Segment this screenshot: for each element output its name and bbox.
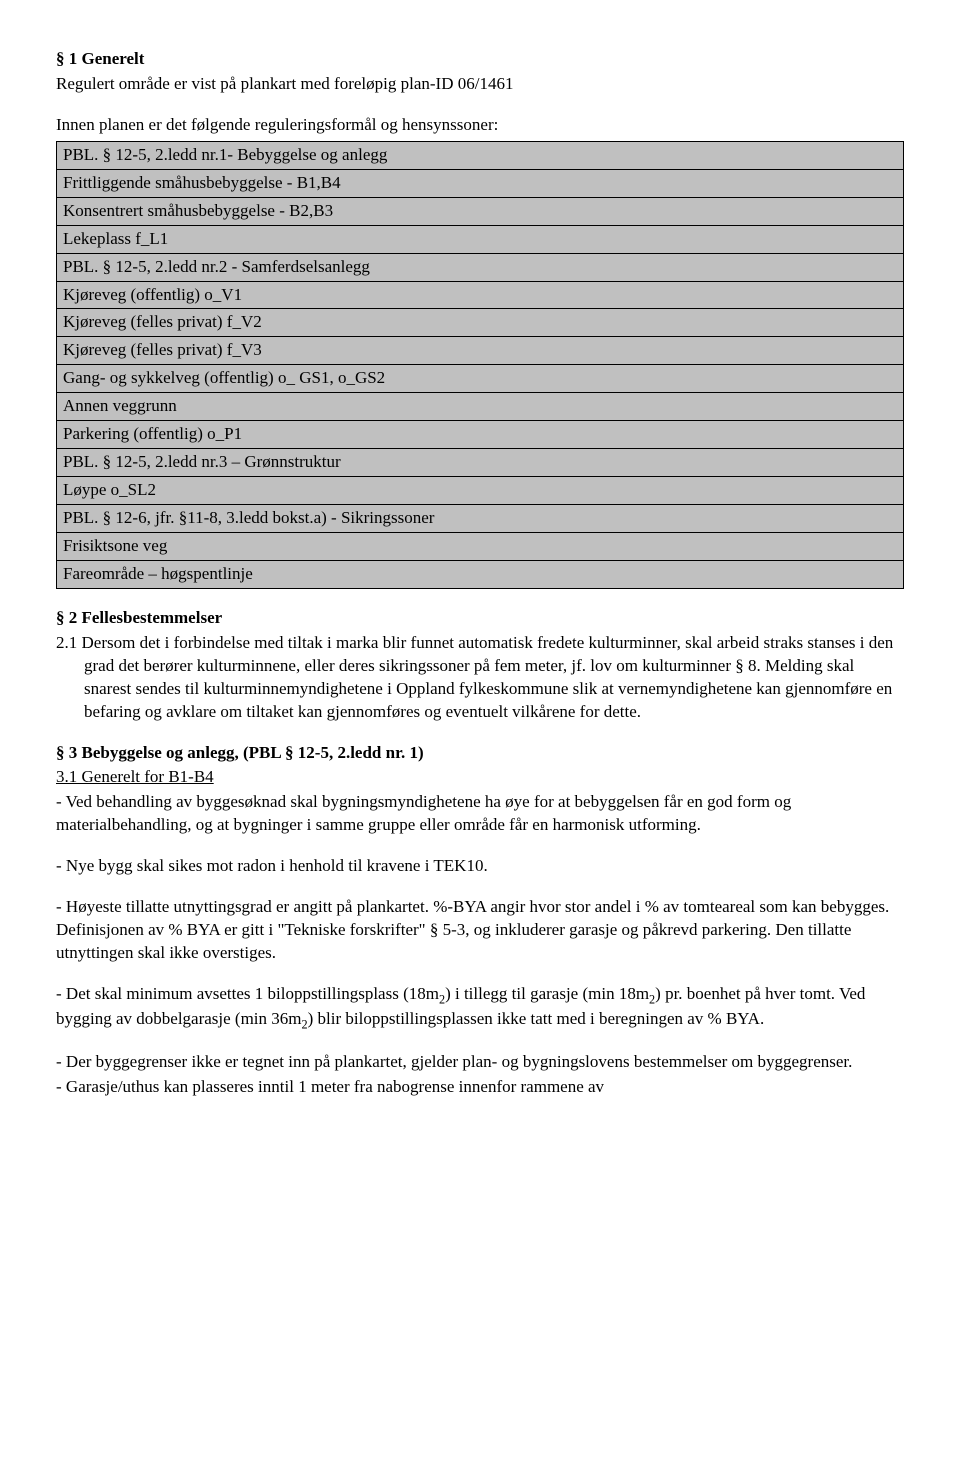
section-3-p1: - Ved behandling av byggesøknad skal byg… — [56, 791, 904, 837]
table-row: Løype o_SL2 — [57, 477, 904, 505]
p4-part2: ) i tillegg til garasje (min 18m — [445, 984, 649, 1003]
p4-part1: - Det skal minimum avsettes 1 biloppstil… — [56, 984, 439, 1003]
section-3-p2: - Nye bygg skal sikes mot radon i henhol… — [56, 855, 904, 878]
section-1-intro: Regulert område er vist på plankart med … — [56, 73, 904, 96]
table-row: PBL. § 12-5, 2.ledd nr.1- Bebyggelse og … — [57, 141, 904, 169]
section-3-1-subheading: 3.1 Generelt for B1-B4 — [56, 766, 904, 789]
section-2-1-text: 2.1 Dersom det i forbindelse med tiltak … — [56, 632, 904, 724]
table-row: Gang- og sykkelveg (offentlig) o_ GS1, o… — [57, 365, 904, 393]
section-3-p3: - Høyeste tillatte utnyttingsgrad er ang… — [56, 896, 904, 965]
table-row: Kjøreveg (felles privat) f_V2 — [57, 309, 904, 337]
table-row: PBL. § 12-5, 2.ledd nr.2 - Samferdselsan… — [57, 253, 904, 281]
table-row: Annen veggrunn — [57, 393, 904, 421]
table-row: Fareområde – høgspentlinje — [57, 560, 904, 588]
table-row: Frittliggende småhusbebyggelse - B1,B4 — [57, 169, 904, 197]
table-row: Frisiktsone veg — [57, 532, 904, 560]
table-row: PBL. § 12-6, jfr. §11-8, 3.ledd bokst.a)… — [57, 505, 904, 533]
section-3-p4: - Det skal minimum avsettes 1 biloppstil… — [56, 983, 904, 1033]
table-row: PBL. § 12-5, 2.ledd nr.3 – Grønnstruktur — [57, 449, 904, 477]
table-row: Lekeplass f_L1 — [57, 225, 904, 253]
purpose-table: PBL. § 12-5, 2.ledd nr.1- Bebyggelse og … — [56, 141, 904, 589]
section-2-heading: § 2 Fellesbestemmelser — [56, 607, 904, 630]
section-1-heading: § 1 Generelt — [56, 48, 904, 71]
section-3-heading: § 3 Bebyggelse og anlegg, (PBL § 12-5, 2… — [56, 742, 904, 765]
section-3-p5: - Der byggegrenser ikke er tegnet inn på… — [56, 1051, 904, 1074]
p4-part4: ) blir biloppstillingsplassen ikke tatt … — [308, 1009, 765, 1028]
table-row: Konsentrert småhusbebyggelse - B2,B3 — [57, 197, 904, 225]
table-row: Kjøreveg (felles privat) f_V3 — [57, 337, 904, 365]
section-1-intro2: Innen planen er det følgende regulerings… — [56, 114, 904, 137]
section-3-p6: - Garasje/uthus kan plasseres inntil 1 m… — [56, 1076, 904, 1099]
table-row: Kjøreveg (offentlig) o_V1 — [57, 281, 904, 309]
table-row: Parkering (offentlig) o_P1 — [57, 421, 904, 449]
